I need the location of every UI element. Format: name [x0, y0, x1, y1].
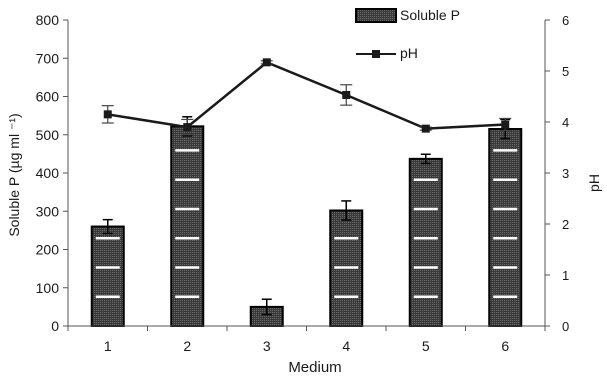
legend: Soluble P pH — [356, 7, 460, 61]
y-tick-label-left: 100 — [36, 280, 60, 296]
x-tick-label: 5 — [422, 338, 430, 354]
x-tick-label: 1 — [104, 338, 112, 354]
legend-label-ph: pH — [400, 45, 418, 61]
y-tick-label-right: 5 — [562, 64, 569, 79]
x-tick-label: 6 — [501, 338, 509, 354]
ph-point — [104, 110, 112, 118]
y-tick-label-left: 200 — [36, 242, 60, 258]
y-tick-label-left: 700 — [36, 50, 60, 66]
ph-point — [422, 125, 430, 133]
legend-marker-ph — [372, 50, 380, 58]
ph-point — [183, 123, 191, 131]
x-tick-label: 3 — [263, 338, 271, 354]
legend-swatch-soluble-p — [356, 9, 396, 22]
y-tick-label-right: 3 — [562, 166, 569, 181]
y-tick-label-left: 500 — [36, 127, 60, 143]
y-tick-label-right: 4 — [562, 115, 569, 130]
ph-point — [342, 91, 350, 99]
y-tick-label-right: 1 — [562, 268, 569, 283]
y-axis-label-right: pH — [586, 174, 602, 192]
x-axis-label: Medium — [288, 359, 341, 376]
y-tick-label-left: 300 — [36, 203, 60, 219]
bar — [410, 159, 442, 326]
legend-label-soluble-p: Soluble P — [400, 7, 460, 23]
y-tick-label-left: 800 — [36, 12, 60, 28]
x-tick-label: 2 — [183, 338, 191, 354]
x-tick-label: 4 — [342, 338, 350, 354]
ph-point — [263, 58, 271, 66]
ph-line — [108, 62, 506, 128]
y-axis-label-left: Soluble P (µg ml ⁻¹) — [6, 113, 22, 236]
y-tick-label-left: 600 — [36, 89, 60, 105]
y-tick-label-right: 2 — [562, 217, 569, 232]
y-tick-label-left: 400 — [36, 165, 60, 181]
y-tick-label-left: 0 — [51, 318, 59, 334]
y-tick-label-right: 6 — [562, 13, 569, 28]
y-tick-label-right: 0 — [562, 319, 569, 334]
bar — [92, 227, 124, 326]
ph-point — [501, 121, 509, 129]
